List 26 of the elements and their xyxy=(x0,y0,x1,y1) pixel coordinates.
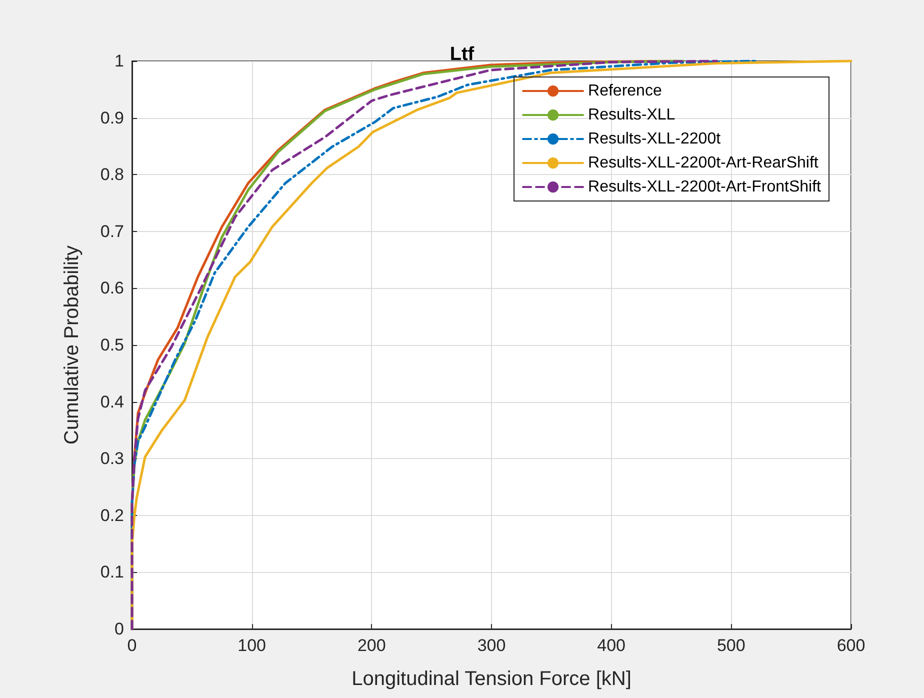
chart-title: Ltf xyxy=(450,44,475,65)
x-axis-title: Longitudinal Tension Force [kN] xyxy=(352,668,632,690)
y-axis-title: Cumulative Probability xyxy=(61,246,83,444)
y-tick-label: 0.6 xyxy=(100,278,124,298)
y-tick-label: 0 xyxy=(114,620,124,638)
x-tick-label: 0 xyxy=(127,636,137,655)
y-tick-label: 0.7 xyxy=(100,222,124,241)
y-tick-label: 0.1 xyxy=(100,562,124,582)
legend-label: Results-XLL-2200t xyxy=(588,130,722,148)
x-tick-label: 100 xyxy=(238,636,266,655)
y-tick-label: 0.2 xyxy=(100,506,124,525)
x-tick-label: 600 xyxy=(836,636,866,655)
x-tick-label: 300 xyxy=(477,636,506,655)
legend-label: Results-XLL-2200t-Art-FrontShift xyxy=(588,178,822,196)
y-tick-label: 0.4 xyxy=(100,392,124,412)
y-tick-label: 0.8 xyxy=(100,165,124,184)
x-tick-label: 400 xyxy=(597,636,626,655)
legend-label: Reference xyxy=(588,82,662,100)
x-tick-label: 200 xyxy=(357,636,386,655)
y-tick-label: 1 xyxy=(114,52,124,70)
y-tick-label: 0.3 xyxy=(100,449,124,468)
y-tick-label: 0.5 xyxy=(100,336,124,354)
y-tick-label: 0.9 xyxy=(100,108,124,128)
legend-label: Results-XLL-2200t-Art-RearShift xyxy=(588,154,819,172)
legend-label: Results-XLL xyxy=(588,106,676,124)
x-tick-label: 500 xyxy=(716,636,746,655)
